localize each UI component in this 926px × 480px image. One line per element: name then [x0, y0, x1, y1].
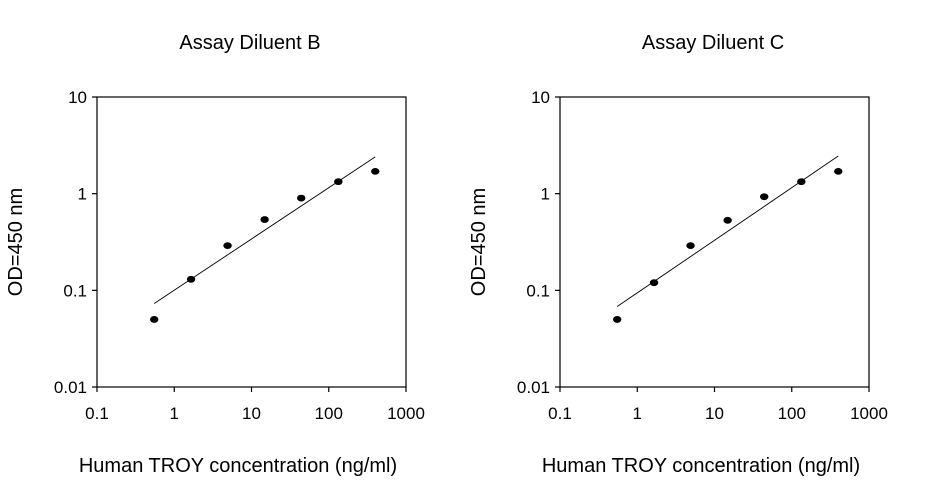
data-points [149, 167, 380, 323]
plot-frame [96, 96, 407, 388]
data-point [186, 275, 196, 283]
x-tick-label: 1 [633, 404, 642, 423]
data-point [371, 167, 380, 175]
x-tick-label: 100 [315, 404, 343, 423]
fit-line [153, 156, 376, 304]
x-axis-label: Human TROY concentration (ng/ml) [79, 455, 397, 477]
plot-frame [559, 96, 870, 388]
chart-plot: Assay Diluent B OD=450 nm Human TROY con… [5, 32, 425, 477]
x-axis-label: Human TROY concentration (ng/ml) [542, 455, 860, 477]
x-ticks: 0.1 1 10 100 1000 [85, 387, 425, 423]
y-tick-label: 1 [541, 185, 550, 204]
data-point [686, 242, 695, 250]
y-tick-label: 10 [531, 88, 550, 107]
y-tick-label: 0.01 [54, 378, 87, 397]
chart-title: Assay Diluent C [642, 32, 784, 54]
data-point [797, 178, 806, 186]
x-tick-label: 10 [242, 404, 261, 423]
y-tick-label: 10 [68, 88, 87, 107]
x-tick-label: 0.1 [85, 404, 109, 423]
x-tick-label: 10 [705, 404, 724, 423]
y-tick-label: 0.1 [63, 281, 87, 300]
data-point [612, 316, 622, 323]
x-tick-label: 1000 [387, 404, 425, 423]
x-ticks: 0.1 1 10 100 1000 [548, 387, 888, 423]
y-tick-label: 0.1 [526, 281, 550, 300]
y-tick-label: 1 [78, 185, 87, 204]
x-tick-label: 1 [170, 404, 179, 423]
data-point [723, 216, 732, 224]
data-point [149, 316, 159, 323]
x-tick-label: 100 [778, 404, 806, 423]
y-tick-label: 0.01 [517, 378, 550, 397]
data-point [834, 167, 843, 175]
data-points [612, 167, 843, 323]
y-ticks: 0.01 0.1 1 10 [54, 88, 97, 397]
chart-panel-assay-diluent-b: Assay Diluent B OD=450 nm Human TROY con… [5, 32, 425, 477]
data-point [223, 242, 232, 250]
chart-plot: Assay Diluent C OD=450 nm Human TROY con… [468, 32, 888, 477]
data-point [760, 193, 769, 201]
chart-title: Assay Diluent B [179, 32, 320, 54]
data-point [334, 178, 343, 186]
y-ticks: 0.01 0.1 1 10 [517, 88, 560, 397]
data-point [649, 279, 659, 287]
x-tick-label: 1000 [850, 404, 888, 423]
data-point [297, 194, 306, 202]
chart-panel-assay-diluent-c: Assay Diluent C OD=450 nm Human TROY con… [463, 0, 926, 480]
x-tick-label: 0.1 [548, 404, 572, 423]
y-axis-label: OD=450 nm [468, 188, 490, 296]
y-axis-label: OD=450 nm [5, 188, 27, 296]
data-point [260, 216, 269, 223]
